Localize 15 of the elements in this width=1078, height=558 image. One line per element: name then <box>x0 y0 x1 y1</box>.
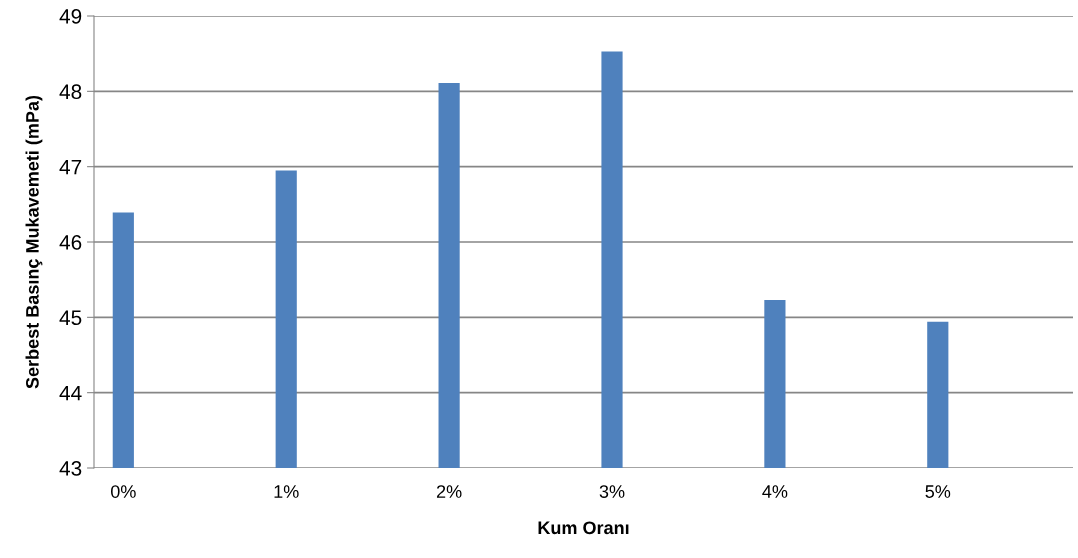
x-tick-label: 5% <box>925 485 951 498</box>
y-axis-title: Serbest Basınç Mukavemeti (mPa) <box>25 95 43 389</box>
x-tick-label: 2% <box>436 485 462 498</box>
y-tick-label: 46 <box>59 235 82 250</box>
x-axis-title: Kum Oranı <box>538 521 629 535</box>
x-tick-label: 3% <box>599 485 625 498</box>
x-tick-label: 0% <box>110 485 136 498</box>
y-tick-label: 44 <box>59 385 82 401</box>
y-tick-label: 49 <box>59 9 82 24</box>
x-tick-label: 4% <box>762 485 788 498</box>
y-tick-label: 45 <box>59 310 82 326</box>
x-tick-label: 1% <box>274 485 299 498</box>
y-tick-label: 43 <box>59 461 82 476</box>
y-tick-label: 47 <box>59 159 82 175</box>
y-tick-label: 48 <box>59 84 82 100</box>
